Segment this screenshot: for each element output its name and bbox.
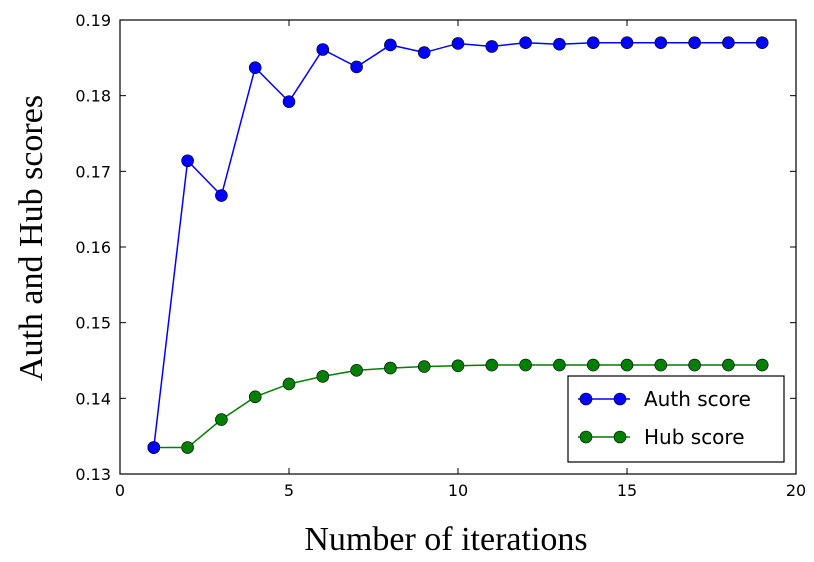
hub-score-point [553, 358, 566, 372]
x-tick-label: 15 [617, 481, 637, 500]
x-axis-title: Number of iterations [304, 521, 587, 558]
auth-score-point [485, 40, 499, 53]
hub-score-point [417, 360, 431, 373]
auth-score-point [248, 61, 262, 74]
hub-score-point [451, 359, 465, 373]
hub-score-point [722, 358, 735, 372]
auth-score-point [722, 36, 735, 50]
hub-score-point [215, 413, 228, 426]
y-tick-label: 0.15 [75, 314, 111, 333]
x-tick-label: 10 [448, 481, 468, 500]
auth-score-point [350, 60, 363, 74]
y-tick-label: 0.17 [75, 162, 111, 181]
hub-score-point [282, 377, 296, 391]
hub-score-point [350, 364, 363, 377]
legend-auth-score-marker [613, 392, 627, 406]
y-tick-label: 0.14 [75, 389, 111, 408]
auth-score-series [147, 36, 769, 454]
y-tick-label: 0.18 [75, 87, 111, 106]
y-tick-label: 0.13 [75, 465, 111, 484]
legend-auth-score-marker [579, 392, 593, 406]
hub-score-point [654, 358, 668, 372]
auth-score-point [755, 36, 769, 50]
legend-hub-score-marker [579, 430, 593, 444]
hub-score-point [181, 441, 194, 454]
x-tick-label: 20 [786, 481, 806, 500]
auth-score-point [688, 36, 701, 50]
auth-score-point [519, 36, 532, 50]
auth-score-point [553, 37, 566, 51]
auth-score-point [451, 37, 465, 50]
legend-hub-score-label: Hub score [644, 425, 745, 449]
legend-frame [567, 375, 785, 463]
x-tick-label: 0 [115, 481, 125, 500]
hub-score-point [755, 358, 769, 372]
y-tick-label: 0.19 [75, 11, 111, 30]
x-tick-label: 5 [284, 481, 294, 500]
hub-score-point [688, 358, 701, 372]
auth-score-point [620, 36, 634, 50]
hub-score-point [485, 358, 499, 372]
auth-score-point [586, 36, 600, 50]
legend: Auth score Hub score [567, 375, 785, 463]
auth-score-point [417, 46, 431, 59]
hub-score-point [620, 358, 634, 372]
auth-score-point [215, 189, 228, 202]
tick-layer: 0 5 10 15 20 0.13 0.14 0.15 0.16 0.17 0.18 0.19 [75, 11, 806, 500]
auth-score-point [654, 36, 668, 50]
y-tick-label: 0.16 [75, 238, 111, 257]
legend-hub-score-marker [613, 430, 627, 444]
series-layer [147, 36, 769, 454]
auth-score-point [282, 95, 296, 109]
auth-score-point [147, 441, 161, 454]
hub-score-point [248, 390, 262, 404]
hub-score-point [384, 361, 397, 375]
auth-score-point [384, 38, 397, 52]
y-axis-title: Auth and Hub scores [13, 95, 50, 381]
hub-score-point [586, 358, 600, 372]
hub-score-point [519, 358, 532, 372]
auth-score-point [316, 43, 330, 56]
hub-score-point [316, 370, 330, 383]
auth-score-point [181, 154, 194, 168]
legend-auth-score-label: Auth score [644, 387, 751, 411]
